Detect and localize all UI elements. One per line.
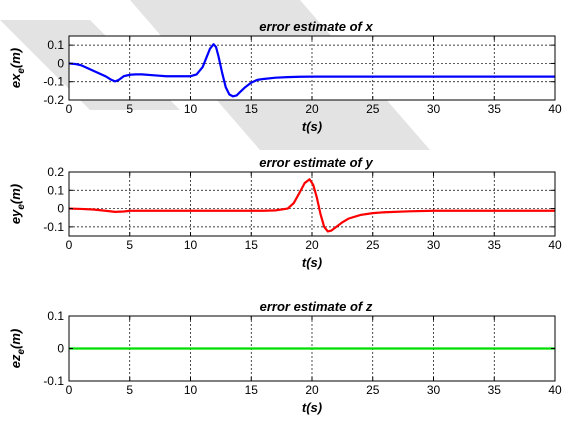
x-tick-label: 20 (305, 238, 319, 252)
y-axis-label-sub: e (16, 204, 27, 210)
y-tick-label: 0.2 (47, 165, 64, 179)
x-tick-label: 0 (66, 102, 73, 116)
y-axis-label: eye(m) (8, 184, 27, 224)
series-line-1 (69, 43, 555, 98)
x-tick-label: 5 (126, 383, 133, 397)
y-tick-label: 0.1 (47, 38, 64, 52)
x-tick-label: 5 (126, 102, 133, 116)
chart-title: error estimate of z (260, 299, 373, 314)
y-axis-label: exe(m) (8, 48, 27, 88)
x-tick-label: 40 (548, 102, 562, 116)
chart-title: error estimate of x (259, 19, 373, 34)
x-tick-label: 25 (366, 102, 380, 116)
y-tick-label: 0.1 (47, 309, 64, 323)
x-axis-label: t(s) (302, 400, 322, 415)
x-tick-label: 40 (548, 238, 562, 252)
y-axis-label-main: ez (8, 354, 23, 368)
x-tick-label: 25 (366, 383, 380, 397)
x-tick-label: 10 (184, 383, 198, 397)
y-axis-label-main: ex (8, 73, 23, 88)
y-axis-label-unit: (m) (8, 329, 23, 349)
x-tick-label: 10 (184, 102, 198, 116)
y-tick-label: 0 (57, 202, 64, 216)
x-tick-label: 0 (66, 238, 73, 252)
x-tick-label: 15 (245, 102, 259, 116)
y-tick-label: -0.1 (43, 374, 64, 388)
x-tick-label: 0 (66, 383, 73, 397)
y-tick-label: 0 (57, 56, 64, 70)
y-axis-label: eze(m) (8, 329, 27, 369)
y-axis-label-main: ey (8, 209, 23, 224)
x-tick-label: 35 (488, 238, 502, 252)
y-tick-label: 0.1 (47, 183, 64, 197)
x-tick-label: 30 (427, 238, 441, 252)
y-tick-label: -0.1 (43, 75, 64, 89)
y-tick-label: -0.1 (43, 220, 64, 234)
series-line-1 (69, 178, 555, 233)
y-axis-label-unit: (m) (8, 184, 23, 204)
y-tick-label: 0 (57, 342, 64, 356)
chart-title: error estimate of y (259, 155, 373, 170)
x-axis-label: t(s) (302, 255, 322, 270)
y-axis-label-unit: (m) (8, 48, 23, 68)
y-axis-label-sub: e (16, 349, 27, 355)
x-tick-label: 30 (427, 102, 441, 116)
x-axis-label: t(s) (302, 119, 322, 134)
x-tick-label: 25 (366, 238, 380, 252)
x-tick-label: 20 (305, 383, 319, 397)
x-tick-label: 40 (548, 383, 562, 397)
x-tick-label: 35 (488, 102, 502, 116)
y-axis-label-sub: e (16, 68, 27, 74)
y-tick-label: -0.2 (43, 93, 64, 107)
x-tick-label: 10 (184, 238, 198, 252)
x-tick-label: 15 (245, 238, 259, 252)
x-tick-label: 35 (488, 383, 502, 397)
x-tick-label: 20 (305, 102, 319, 116)
x-tick-label: 30 (427, 383, 441, 397)
x-tick-label: 15 (245, 383, 259, 397)
x-tick-label: 5 (126, 238, 133, 252)
